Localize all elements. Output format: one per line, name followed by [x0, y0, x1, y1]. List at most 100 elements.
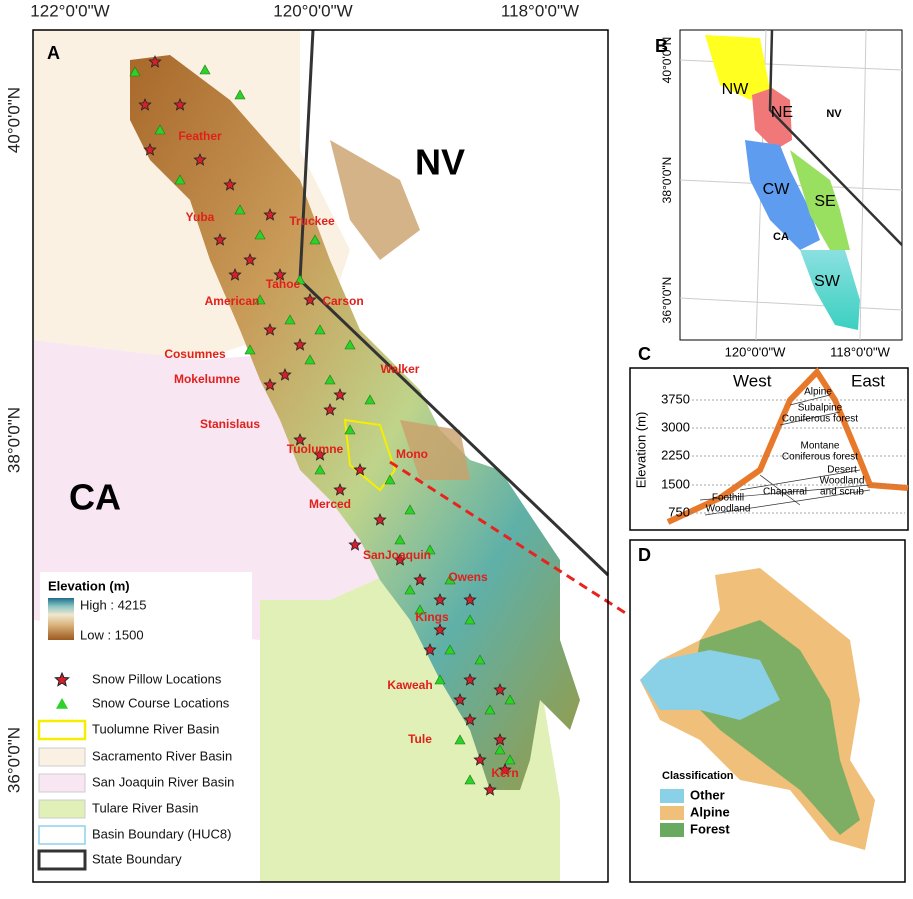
lat-label: 40°0'0"N — [660, 37, 674, 84]
basin-label: Merced — [309, 497, 351, 511]
elevation-ramp — [48, 598, 74, 640]
legend-label: Tuolumne River Basin — [92, 721, 219, 736]
arrow — [389, 460, 666, 639]
zone-label: Coniferous forest — [782, 414, 858, 425]
snow-pillow-marker — [228, 267, 242, 281]
panel-label: A — [47, 43, 60, 63]
state-label: NV — [415, 142, 465, 183]
legend-title: Classification — [662, 770, 734, 782]
snow-pillow-marker — [293, 432, 307, 446]
lon-label: 120°0'0"W — [273, 1, 352, 20]
region-label: SE — [814, 193, 835, 210]
lat-label: 38°0'0"N — [4, 407, 23, 473]
region-label: CW — [763, 181, 791, 198]
state-label: NV — [826, 108, 842, 120]
snow-course-marker — [404, 584, 416, 595]
snow-pillow-marker — [353, 462, 367, 476]
snow-course-marker — [174, 174, 186, 185]
region-ne — [752, 88, 792, 150]
snow-pillow-marker — [213, 232, 227, 246]
snow-course-marker — [309, 234, 321, 245]
snow-pillow-marker — [463, 672, 477, 686]
lat-label: 36°0'0"N — [4, 727, 23, 793]
region-label: SW — [814, 273, 841, 290]
elevation-band — [130, 55, 580, 790]
y-tick-label: 2250 — [661, 447, 690, 462]
basin-label: Kern — [491, 766, 518, 780]
snow-course-marker — [474, 654, 486, 665]
legend-swatch — [660, 789, 684, 803]
snow-pillow-marker — [393, 552, 407, 566]
snow-course-marker — [504, 754, 516, 765]
elevation-profile — [666, 367, 909, 525]
state-boundary — [768, 29, 903, 246]
snow-course-marker — [444, 644, 456, 655]
y-tick-label: 1500 — [661, 476, 690, 491]
legend-label: Snow Pillow Locations — [92, 671, 222, 686]
snow-course-marker — [284, 314, 296, 325]
elevation-east — [330, 140, 470, 480]
map-frame — [32, 29, 609, 883]
zone-label: Foothill — [712, 493, 744, 504]
panel-label: D — [638, 545, 651, 565]
snow-course-marker — [454, 734, 466, 745]
snow-pillow-marker — [143, 142, 157, 156]
legend-label: Other — [690, 787, 725, 802]
snow-pillow-marker — [333, 387, 347, 401]
snow-course-marker — [244, 344, 256, 355]
basin-label: Kings — [415, 610, 449, 624]
legend-low: Low : 1500 — [80, 627, 144, 642]
snow-course-marker — [324, 374, 336, 385]
snow-course-marker — [424, 544, 436, 555]
snow-pillow-marker — [473, 752, 487, 766]
lat-label: 38°0'0"N — [660, 157, 674, 204]
legend-label: San Joaquin River Basin — [92, 774, 234, 789]
snow-pillow-marker — [223, 177, 237, 191]
region-nw — [705, 35, 770, 100]
snow-pillow-marker — [423, 642, 437, 656]
snow-course-marker — [154, 124, 166, 135]
basin-label: Mono — [396, 447, 428, 461]
snow-pillow-marker — [273, 267, 287, 281]
snow-course-marker — [129, 66, 141, 77]
snow-pillow-marker — [493, 732, 507, 746]
snow-pillow-marker — [323, 402, 337, 416]
legend-label: Sacramento River Basin — [92, 748, 232, 763]
basin-label: Feather — [178, 129, 222, 143]
snow-course-marker — [384, 474, 396, 485]
zone-label: Desert — [827, 465, 857, 476]
snow-course-marker — [344, 424, 356, 435]
lon-label: 118°0'0"W — [830, 344, 890, 359]
state-label: CA — [773, 231, 789, 243]
snow-pillow-marker — [493, 682, 507, 696]
snow-pillow-marker — [148, 54, 162, 68]
snow-course-marker — [199, 64, 211, 75]
snow-course-marker — [484, 704, 496, 715]
snow-pillow-marker — [498, 762, 512, 776]
snow-course-marker — [434, 674, 446, 685]
legend-symbol — [37, 719, 87, 741]
region-se — [790, 150, 850, 250]
legend-symbol — [38, 747, 86, 767]
zone-label: Woodland — [820, 476, 865, 487]
snow-course-marker — [304, 354, 316, 365]
basin-label: Tule — [408, 732, 432, 746]
legend-symbol — [38, 799, 86, 819]
y-tick-label: 3750 — [661, 391, 690, 406]
region-label: NW — [722, 81, 750, 98]
snow-course-marker — [314, 464, 326, 475]
snow-pillow-marker — [263, 207, 277, 221]
snow-course-marker — [344, 339, 356, 350]
snow-pillow-marker — [453, 692, 467, 706]
snow-course-marker — [414, 604, 426, 615]
panel-b: B — [655, 29, 903, 341]
snow-pillow-marker — [313, 447, 327, 461]
region-label: NE — [771, 104, 793, 121]
snow-course-marker — [504, 694, 516, 705]
region-sw — [800, 250, 860, 330]
lon-label: 120°0'0"W — [725, 344, 786, 359]
panel-d: D Classification — [629, 539, 906, 883]
legend-label: Tulare River Basin — [92, 800, 198, 815]
legend-label: Forest — [690, 821, 730, 836]
snow-pillow-marker — [483, 782, 497, 796]
